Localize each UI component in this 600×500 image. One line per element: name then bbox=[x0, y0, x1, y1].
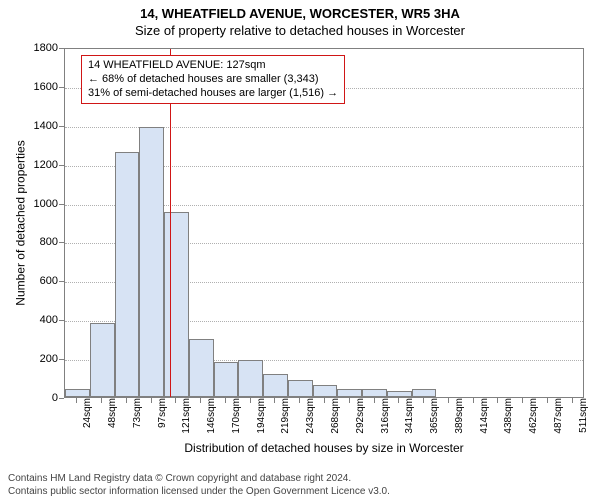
x-tick-mark bbox=[572, 398, 573, 403]
x-tick-mark bbox=[76, 398, 77, 403]
y-tick-mark bbox=[59, 48, 64, 49]
x-tick-mark bbox=[473, 398, 474, 403]
x-tick-label: 462sqm bbox=[522, 398, 539, 434]
y-tick-mark bbox=[59, 320, 64, 321]
x-tick-mark bbox=[151, 398, 152, 403]
page-subtitle: Size of property relative to detached ho… bbox=[0, 21, 600, 38]
chart-root: 14, WHEATFIELD AVENUE, WORCESTER, WR5 3H… bbox=[0, 0, 600, 500]
x-tick-label: 487sqm bbox=[547, 398, 564, 434]
x-tick-mark bbox=[101, 398, 102, 403]
histogram-bar bbox=[313, 385, 338, 397]
y-tick-mark bbox=[59, 242, 64, 243]
x-tick-mark bbox=[324, 398, 325, 403]
x-tick-mark bbox=[374, 398, 375, 403]
y-tick-label: 200 bbox=[14, 353, 64, 365]
plot-zone: 14 WHEATFIELD AVENUE: 127sqm← 68% of det… bbox=[64, 48, 584, 398]
x-tick-label: 73sqm bbox=[126, 398, 143, 428]
x-tick-label: 316sqm bbox=[374, 398, 391, 434]
x-tick-mark bbox=[448, 398, 449, 403]
x-tick-mark bbox=[200, 398, 201, 403]
histogram-bar bbox=[412, 389, 437, 397]
histogram-bar bbox=[238, 360, 263, 397]
x-tick-label: 511sqm bbox=[572, 398, 589, 433]
x-tick-label: 365sqm bbox=[423, 398, 440, 434]
x-tick-mark bbox=[299, 398, 300, 403]
y-tick-mark bbox=[59, 87, 64, 88]
x-tick-label: 146sqm bbox=[200, 398, 217, 434]
annotation-line: 31% of semi-detached houses are larger (… bbox=[88, 87, 338, 101]
x-tick-mark bbox=[349, 398, 350, 403]
x-tick-label: 389sqm bbox=[448, 398, 465, 434]
x-tick-label: 268sqm bbox=[324, 398, 341, 434]
histogram-bar bbox=[362, 389, 387, 397]
y-tick-label: 600 bbox=[14, 275, 64, 287]
y-tick-mark bbox=[59, 398, 64, 399]
attribution-footer: Contains HM Land Registry data © Crown c… bbox=[8, 473, 390, 498]
x-tick-label: 48sqm bbox=[101, 398, 118, 428]
histogram-bar bbox=[90, 323, 115, 397]
y-tick-mark bbox=[59, 126, 64, 127]
x-tick-mark bbox=[274, 398, 275, 403]
x-tick-mark bbox=[547, 398, 548, 403]
histogram-bar bbox=[387, 391, 412, 397]
y-tick-label: 0 bbox=[14, 392, 64, 404]
histogram-bar bbox=[65, 389, 90, 397]
y-tick-label: 1200 bbox=[14, 159, 64, 171]
x-tick-mark bbox=[225, 398, 226, 403]
histogram-bar bbox=[189, 339, 214, 397]
x-tick-mark bbox=[497, 398, 498, 403]
y-tick-label: 1000 bbox=[14, 198, 64, 210]
histogram-bar bbox=[263, 374, 288, 397]
histogram-bar bbox=[337, 389, 362, 397]
x-tick-label: 97sqm bbox=[151, 398, 168, 428]
histogram-bar bbox=[164, 212, 189, 397]
y-tick-label: 1600 bbox=[14, 81, 64, 93]
y-tick-label: 1400 bbox=[14, 120, 64, 132]
x-tick-mark bbox=[522, 398, 523, 403]
x-tick-mark bbox=[398, 398, 399, 403]
histogram-bar bbox=[139, 127, 164, 397]
histogram-bar bbox=[115, 152, 140, 397]
x-tick-mark bbox=[250, 398, 251, 403]
footer-line-1: Contains HM Land Registry data © Crown c… bbox=[8, 473, 390, 486]
annotation-line: ← 68% of detached houses are smaller (3,… bbox=[88, 73, 338, 87]
y-axis-label-wrap: Number of detached properties bbox=[14, 48, 28, 398]
histogram-bar bbox=[288, 380, 313, 398]
x-tick-mark bbox=[175, 398, 176, 403]
annotation-line: 14 WHEATFIELD AVENUE: 127sqm bbox=[88, 59, 338, 73]
x-tick-label: 292sqm bbox=[349, 398, 366, 434]
y-tick-label: 400 bbox=[14, 314, 64, 326]
y-tick-label: 800 bbox=[14, 236, 64, 248]
footer-line-2: Contains public sector information licen… bbox=[8, 486, 390, 499]
x-tick-mark bbox=[126, 398, 127, 403]
y-tick-mark bbox=[59, 204, 64, 205]
y-tick-mark bbox=[59, 359, 64, 360]
x-tick-mark bbox=[423, 398, 424, 403]
y-tick-mark bbox=[59, 165, 64, 166]
x-tick-label: 414sqm bbox=[473, 398, 490, 434]
x-tick-label: 341sqm bbox=[398, 398, 415, 434]
x-tick-label: 194sqm bbox=[250, 398, 267, 434]
x-tick-label: 243sqm bbox=[299, 398, 316, 434]
annotation-box: 14 WHEATFIELD AVENUE: 127sqm← 68% of det… bbox=[81, 55, 345, 104]
x-tick-label: 121sqm bbox=[175, 398, 192, 434]
y-tick-label: 1800 bbox=[14, 42, 64, 54]
histogram-bar bbox=[214, 362, 239, 397]
x-tick-label: 24sqm bbox=[76, 398, 93, 428]
plot-area: 14 WHEATFIELD AVENUE: 127sqm← 68% of det… bbox=[64, 48, 584, 398]
page-title: 14, WHEATFIELD AVENUE, WORCESTER, WR5 3H… bbox=[0, 0, 600, 21]
x-tick-label: 219sqm bbox=[274, 398, 291, 434]
x-tick-label: 438sqm bbox=[497, 398, 514, 434]
x-tick-label: 170sqm bbox=[225, 398, 242, 434]
y-tick-mark bbox=[59, 281, 64, 282]
x-axis-label: Distribution of detached houses by size … bbox=[64, 441, 584, 455]
